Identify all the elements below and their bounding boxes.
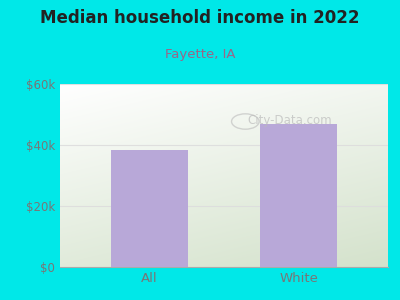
Bar xyxy=(260,124,337,267)
Text: Fayette, IA: Fayette, IA xyxy=(165,48,235,61)
Bar xyxy=(111,150,188,267)
Text: City-Data.com: City-Data.com xyxy=(247,114,332,127)
Text: Median household income in 2022: Median household income in 2022 xyxy=(40,9,360,27)
